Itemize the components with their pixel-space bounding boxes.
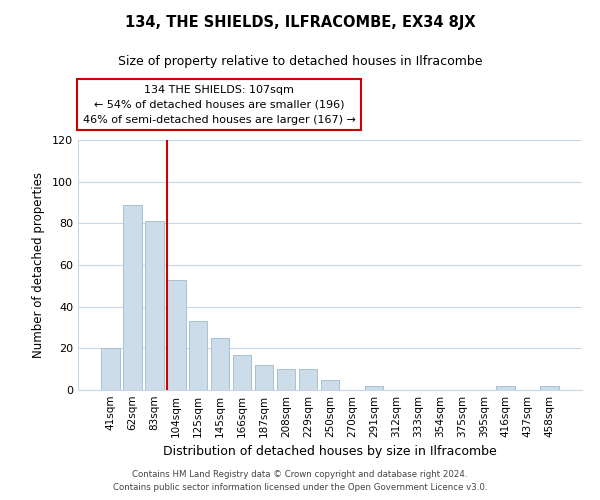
Text: 134, THE SHIELDS, ILFRACOMBE, EX34 8JX: 134, THE SHIELDS, ILFRACOMBE, EX34 8JX (125, 15, 475, 30)
Bar (277, 369, 295, 390)
Bar (189, 322, 208, 390)
Bar (211, 338, 229, 390)
Y-axis label: Number of detached properties: Number of detached properties (32, 172, 45, 358)
Bar (320, 380, 340, 390)
Text: Contains HM Land Registry data © Crown copyright and database right 2024.
Contai: Contains HM Land Registry data © Crown c… (113, 470, 487, 492)
Bar (299, 369, 317, 390)
Bar (167, 280, 185, 390)
Bar (496, 386, 515, 390)
Text: 134 THE SHIELDS: 107sqm
← 54% of detached houses are smaller (196)
46% of semi-d: 134 THE SHIELDS: 107sqm ← 54% of detache… (83, 85, 356, 124)
Bar (233, 354, 251, 390)
X-axis label: Distribution of detached houses by size in Ilfracombe: Distribution of detached houses by size … (163, 446, 497, 458)
Text: Size of property relative to detached houses in Ilfracombe: Size of property relative to detached ho… (118, 55, 482, 68)
Bar (255, 365, 274, 390)
Bar (365, 386, 383, 390)
Bar (145, 221, 164, 390)
Bar (541, 386, 559, 390)
Bar (123, 204, 142, 390)
Bar (101, 348, 119, 390)
